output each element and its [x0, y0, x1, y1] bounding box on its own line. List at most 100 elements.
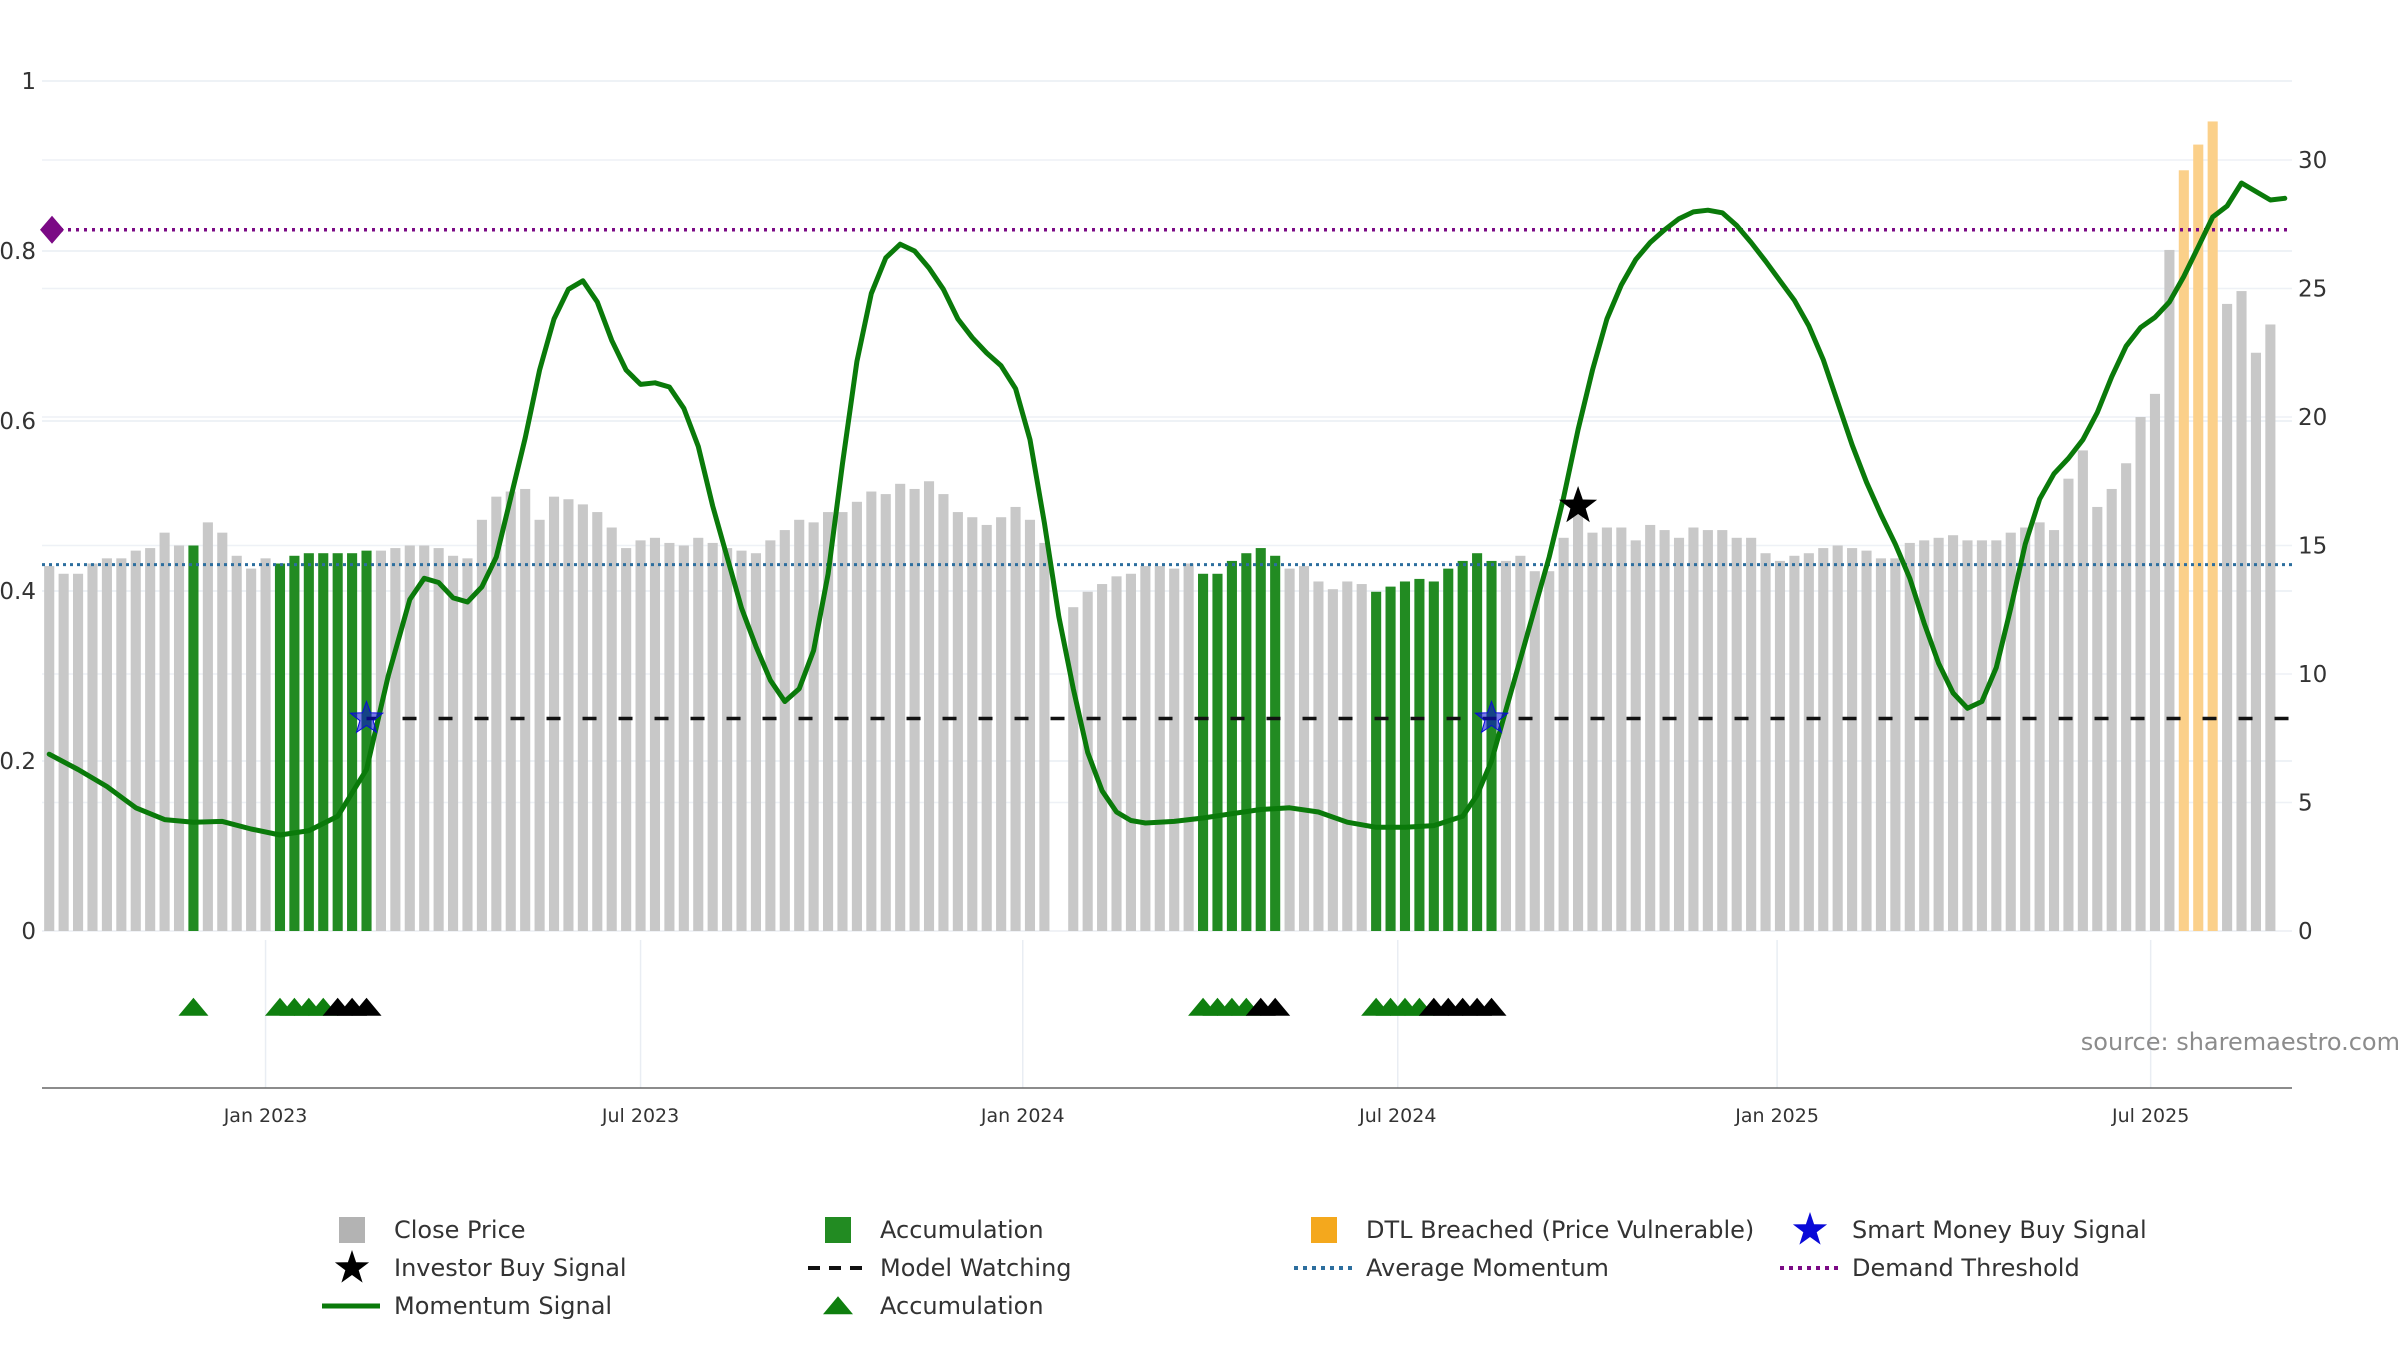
close-price-bar: [1789, 555, 1800, 931]
close-price-bar: [1154, 566, 1165, 931]
close-price-bar: [1717, 530, 1728, 931]
close-price-bar: [996, 517, 1007, 931]
legend-item: Momentum Signal: [320, 1288, 612, 1324]
accumulation-bar: [318, 553, 329, 931]
close-price-bar: [1529, 571, 1540, 931]
close-price-bar: [2020, 527, 2031, 931]
triangle-icon: [823, 1296, 853, 1315]
close-price-bar: [2164, 249, 2175, 931]
close-price-bar: [202, 522, 213, 931]
close-price-bar: [794, 519, 805, 931]
close-price-bar: [1818, 548, 1829, 931]
demand-threshold-marker: [40, 215, 64, 244]
close-price-bar: [44, 566, 55, 931]
close-price-bar: [1847, 548, 1858, 931]
close-price-bar: [2265, 324, 2276, 932]
accumulation-bar: [1226, 560, 1237, 931]
close-price-bar: [923, 481, 935, 931]
accumulation-triangle-black: [351, 997, 382, 1016]
close-price-bar: [505, 491, 516, 931]
close-price-bar: [563, 499, 574, 931]
close-price-bar: [246, 568, 257, 931]
close-price-bar: [1573, 509, 1584, 931]
legend: Close Price Accumulation DTL Breached (Pri…: [320, 1212, 2170, 1332]
legend-item: DTL Breached (Price Vulnerable): [1292, 1212, 1754, 1248]
accumulation-triangle-black: [1260, 997, 1291, 1016]
dash-line-icon: [808, 1266, 866, 1270]
close-price-bar: [866, 491, 877, 931]
close-price-bar: [808, 522, 819, 931]
close-price-bar: [491, 496, 502, 931]
source-text: source: sharemaestro.com: [2081, 1028, 2400, 1056]
close-price-bar: [2048, 530, 2060, 931]
close-price-bar: [116, 558, 127, 931]
accumulation-bar: [347, 553, 358, 931]
close-price-bar: [390, 548, 401, 931]
accumulation-bar: [1428, 581, 1439, 931]
accumulation-bar: [1457, 560, 1468, 931]
square-icon: [1311, 1217, 1337, 1243]
accumulation-bar: [361, 550, 372, 931]
right-axis-tick-label: 10: [2298, 662, 2327, 688]
close-price-bar: [404, 545, 415, 931]
accumulation-bar: [188, 545, 199, 931]
close-price-bar: [159, 532, 170, 931]
legend-label: Demand Threshold: [1852, 1254, 2080, 1282]
close-price-bar: [1068, 607, 1079, 931]
legend-item: Accumulation: [806, 1212, 1044, 1248]
accumulation-bar: [1255, 548, 1266, 931]
close-price-bar: [967, 517, 978, 931]
close-price-bar: [1342, 581, 1353, 931]
close-price-bar: [2077, 450, 2088, 931]
legend-item: Close Price: [320, 1212, 526, 1248]
close-price-bar: [1284, 568, 1295, 931]
close-price-bar: [462, 558, 473, 931]
close-price-bar: [1976, 540, 1987, 931]
close-price-bar: [1601, 527, 1612, 931]
close-price-bar: [1558, 537, 1569, 931]
close-price-bar: [1760, 553, 1771, 931]
close-price-bar: [750, 553, 761, 931]
close-price-bar: [1587, 532, 1598, 931]
star-icon: [1792, 1212, 1828, 1245]
close-price-bar: [217, 532, 228, 931]
close-price-bar: [952, 512, 963, 931]
accumulation-bar: [1198, 573, 1209, 931]
close-price-bar: [1890, 558, 1901, 931]
dtl-breached-bar: [2178, 170, 2189, 931]
left-axis-tick-label: 0: [21, 919, 36, 945]
close-price-bar: [823, 512, 834, 931]
x-axis-tick-label: Jan 2025: [1734, 1105, 1819, 1127]
x-axis-tick-label: Jul 2025: [2111, 1105, 2189, 1127]
close-price-bar: [1327, 589, 1338, 931]
momentum-layer: [46, 180, 2288, 838]
close-price-bar: [736, 550, 747, 931]
left-axis-tick-label: 0.6: [0, 409, 36, 435]
dot-line-icon: [1780, 1266, 1838, 1270]
close-price-bar: [534, 519, 545, 931]
close-price-bar: [173, 545, 185, 931]
smart-money-buy-star: [349, 700, 385, 734]
close-price-bar: [1731, 537, 1742, 931]
close-price-bar: [664, 542, 675, 931]
close-price-bar: [2034, 522, 2045, 931]
close-price-bar: [1904, 542, 1915, 931]
accumulation-bar: [1270, 555, 1281, 931]
accumulation-bar: [1241, 553, 1252, 931]
close-price-bar: [1746, 537, 1757, 931]
close-price-bar: [621, 548, 632, 931]
close-price-bar: [1140, 566, 1151, 931]
close-price-bar: [895, 483, 906, 931]
close-price-bar: [693, 537, 704, 931]
legend-item: Demand Threshold: [1778, 1250, 2080, 1286]
legend-label: Accumulation: [880, 1292, 1044, 1320]
close-price-bar: [1111, 576, 1122, 931]
x-axis-tick-label: Jul 2024: [1358, 1105, 1436, 1127]
accumulation-bar: [289, 555, 300, 931]
accumulation-bar: [1212, 573, 1223, 931]
close-price-bar: [1039, 542, 1050, 931]
close-price-bar: [1313, 581, 1324, 931]
close-price-bar: [1875, 558, 1886, 931]
close-price-bar: [1933, 537, 1944, 931]
